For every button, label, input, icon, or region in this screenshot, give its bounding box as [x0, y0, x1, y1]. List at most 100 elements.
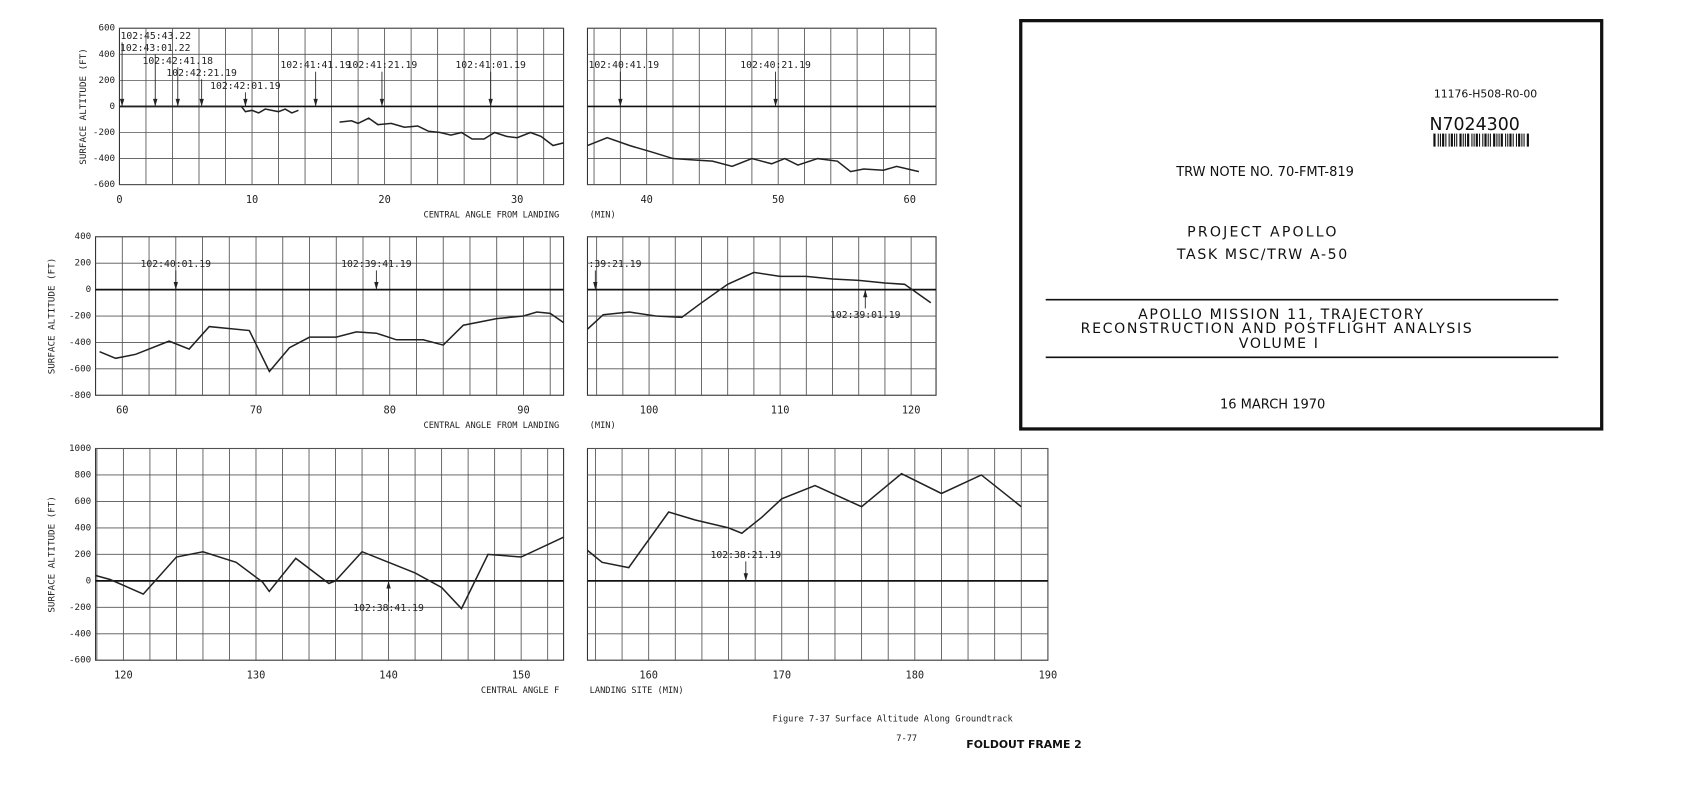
x-tick-label: 180 [906, 669, 925, 681]
y-tick-label: -200 [93, 127, 115, 138]
y-tick-label: 0 [110, 101, 116, 112]
barcode-bar [1505, 133, 1507, 147]
barcode-bar [1437, 133, 1439, 147]
barcode-bar [1518, 133, 1521, 147]
x-axis-label: CENTRAL ANGLE FROM LANDING [423, 421, 559, 431]
y-tick-label: -600 [69, 363, 91, 374]
x-axis-label: LANDING SITE (MIN) [590, 686, 684, 696]
annotation-label: 102:43:01.22 [120, 43, 191, 54]
barcode-bar [1473, 133, 1475, 147]
arrow-head [618, 98, 623, 107]
annotation-label: 102:39:01.19 [830, 310, 901, 321]
barcode-bar [1489, 133, 1491, 147]
page-number: 7-77 [896, 734, 917, 744]
annotation-label: 102:45:43.22 [121, 31, 192, 42]
y-tick-label: 0 [86, 284, 92, 295]
x-tick-label: 50 [772, 194, 784, 206]
arrow-head [773, 98, 778, 107]
barcode-bar [1498, 133, 1500, 147]
barcode-bar [1442, 133, 1445, 147]
annotation-label: 102:42:01.19 [210, 81, 281, 92]
arrow-head [488, 98, 493, 107]
x-tick-label: 70 [250, 404, 262, 416]
x-tick-label: 100 [640, 404, 659, 416]
doc-note: TRW NOTE NO. 70-FMT-819 [1175, 165, 1354, 180]
barcode-bar [1467, 133, 1470, 147]
y-axis-label: SURFACE ALTITUDE (FT) [78, 48, 89, 165]
data-line [119, 105, 564, 147]
y-tick-label: -400 [93, 153, 115, 164]
arrow-head [173, 281, 178, 290]
doc-code: 11176-H508-R0-00 [1434, 87, 1537, 100]
x-tick-label: 170 [772, 669, 791, 681]
y-tick-label: -200 [69, 311, 91, 322]
barcode-bar [1454, 133, 1456, 147]
barcode-bar [1521, 133, 1523, 147]
y-axis-label: SURFACE ALTITUDE (FT) [47, 258, 58, 375]
x-axis-label: CENTRAL ANGLE FROM LANDING [423, 211, 559, 221]
barcode-bar [1482, 133, 1484, 147]
annotation-label: 102:40:21.19 [740, 60, 811, 71]
x-tick-label: 20 [378, 194, 390, 206]
doc-title: RECONSTRUCTION AND POSTFLIGHT ANALYSIS [1081, 321, 1474, 337]
barcode-bar [1448, 133, 1450, 147]
arrow-head [119, 98, 125, 107]
y-tick-label: 200 [75, 549, 92, 560]
barcode-bar [1456, 133, 1458, 147]
data-line [586, 271, 932, 330]
y-tick-label: 200 [75, 258, 92, 269]
data-line [95, 536, 564, 610]
barcode-bar [1526, 133, 1529, 147]
annotation-label: 102:38:41.19 [353, 603, 424, 614]
arrow-head [374, 281, 379, 290]
barcode-bar [1433, 133, 1436, 147]
card-frame [1019, 19, 1604, 431]
doc-accession: N7024300 [1429, 115, 1519, 135]
y-tick-label: 400 [75, 522, 92, 533]
x-tick-label: 120 [114, 669, 133, 681]
x-tick-label: 10 [246, 194, 258, 206]
doc-title: VOLUME I [1239, 336, 1320, 352]
y-tick-label: 600 [75, 496, 92, 507]
x-tick-label: 110 [771, 404, 790, 416]
barcode-bar [1475, 133, 1478, 147]
annotation-label: :39:21.19 [589, 259, 642, 270]
annotation-label: 102:40:41.19 [589, 60, 660, 71]
y-tick-label: 1000 [69, 443, 91, 454]
annotation-label: 102:41:01.19 [455, 60, 526, 71]
arrow-head [386, 580, 391, 589]
x-tick-label: 160 [639, 669, 658, 681]
x-tick-label: 150 [512, 669, 531, 681]
barcode-bar [1507, 133, 1509, 147]
document-card: 11176-H508-R0-00 N7024300 TRW NOTE NO. 7… [1019, 19, 1604, 431]
barcode-bar [1439, 133, 1441, 147]
foldout-frame: FOLDOUT FRAME 2 [966, 738, 1081, 751]
data-line [586, 472, 1022, 569]
x-tick-label: 40 [640, 194, 652, 206]
barcode-bar [1487, 133, 1489, 147]
barcode-bar [1464, 133, 1466, 147]
barcode-bar [1450, 133, 1453, 147]
y-tick-label: 800 [75, 469, 92, 480]
x-tick-label: 60 [116, 404, 128, 416]
x-tick-label: 190 [1039, 669, 1058, 681]
barcode-bar [1512, 133, 1514, 147]
x-tick-label: 90 [517, 404, 529, 416]
arrow-head [863, 289, 868, 298]
annotation-label: 102:42:21.19 [166, 68, 237, 79]
barcode-bar [1445, 133, 1447, 147]
figure-caption: Figure 7-37 Surface Altitude Along Groun… [773, 714, 1014, 724]
x-tick-label: 30 [511, 194, 523, 206]
arrow-head [153, 98, 158, 107]
annotation-label: 102:39:41.19 [341, 259, 412, 270]
x-axis-label: CENTRAL ANGLE F [481, 686, 559, 696]
annotation-label: 102:41:41.19 [280, 60, 351, 71]
barcode [1433, 133, 1529, 147]
barcode-bar [1515, 133, 1517, 147]
barcode-bar [1500, 133, 1503, 147]
x-tick-label: 140 [379, 669, 398, 681]
arrow-head [243, 98, 248, 107]
barcode-bar [1496, 133, 1498, 147]
arrow-head [313, 98, 318, 107]
